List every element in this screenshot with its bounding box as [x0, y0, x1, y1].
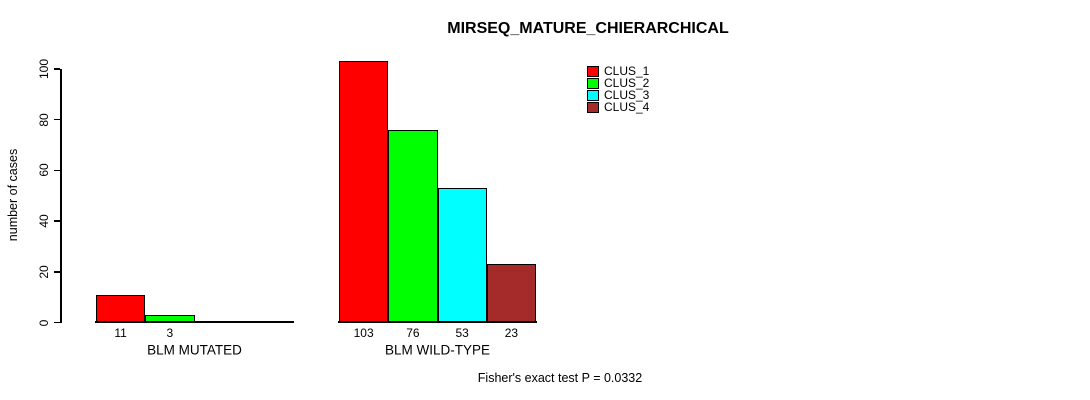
- y-axis-tick-label: 40: [37, 214, 51, 228]
- legend-item: CLUS_3: [587, 89, 649, 101]
- y-axis-tick: [54, 271, 60, 273]
- y-axis-label: number of cases: [6, 148, 20, 242]
- y-axis-tick: [54, 118, 60, 121]
- bar-clus_1: [96, 294, 146, 323]
- bar-clus_4: [486, 264, 536, 323]
- bar-value-label: 53: [455, 326, 469, 340]
- bar-clus_1: [339, 61, 389, 323]
- y-axis-tick-label: 20: [37, 265, 51, 279]
- legend-item: CLUS_1: [587, 65, 649, 77]
- bar-value-label: 23: [504, 326, 519, 340]
- y-axis-tick-label: 0: [37, 319, 51, 326]
- bar-value-label: 76: [406, 326, 420, 340]
- bar-clus_3: [437, 188, 487, 323]
- fisher-test-annotation: Fisher's exact test P = 0.0332: [477, 371, 643, 385]
- y-axis-tick-label: 60: [37, 163, 51, 178]
- bar-value-label: 3: [166, 326, 174, 340]
- bar-clus_2: [145, 314, 195, 323]
- legend-swatch-clus_1: [587, 65, 599, 77]
- legend-swatch-clus_3: [587, 89, 599, 101]
- legend-swatch-clus_2: [587, 77, 599, 89]
- y-axis-tick: [54, 220, 60, 222]
- bar-value-label: 103: [353, 326, 374, 340]
- x-axis-group-label: BLM MUTATED: [147, 342, 242, 358]
- legend-swatch-clus_4: [587, 101, 599, 113]
- legend-label: CLUS_4: [604, 100, 650, 114]
- x-axis-group-label: BLM WILD-TYPE: [384, 342, 491, 358]
- chart-title: MIRSEQ_MATURE_CHIERARCHICAL: [447, 20, 729, 37]
- bar-clus_2: [388, 129, 438, 323]
- y-axis-line: [60, 69, 62, 323]
- y-axis-tick-label: 80: [37, 113, 51, 127]
- legend-item: CLUS_4: [587, 101, 649, 113]
- legend-label: CLUS_3: [604, 88, 650, 102]
- y-axis-tick: [54, 321, 60, 324]
- legend: CLUS_1 CLUS_2 CLUS_3 CLUS_4: [587, 65, 649, 113]
- y-axis-tick: [54, 169, 60, 172]
- legend-item: CLUS_2: [587, 77, 649, 89]
- group-baseline: [95, 321, 294, 323]
- legend-label: CLUS_1: [604, 64, 650, 78]
- y-axis-tick-label: 100: [37, 58, 51, 80]
- y-axis-tick: [54, 68, 60, 70]
- legend-label: CLUS_2: [604, 76, 650, 90]
- bar-value-label: 11: [114, 326, 127, 340]
